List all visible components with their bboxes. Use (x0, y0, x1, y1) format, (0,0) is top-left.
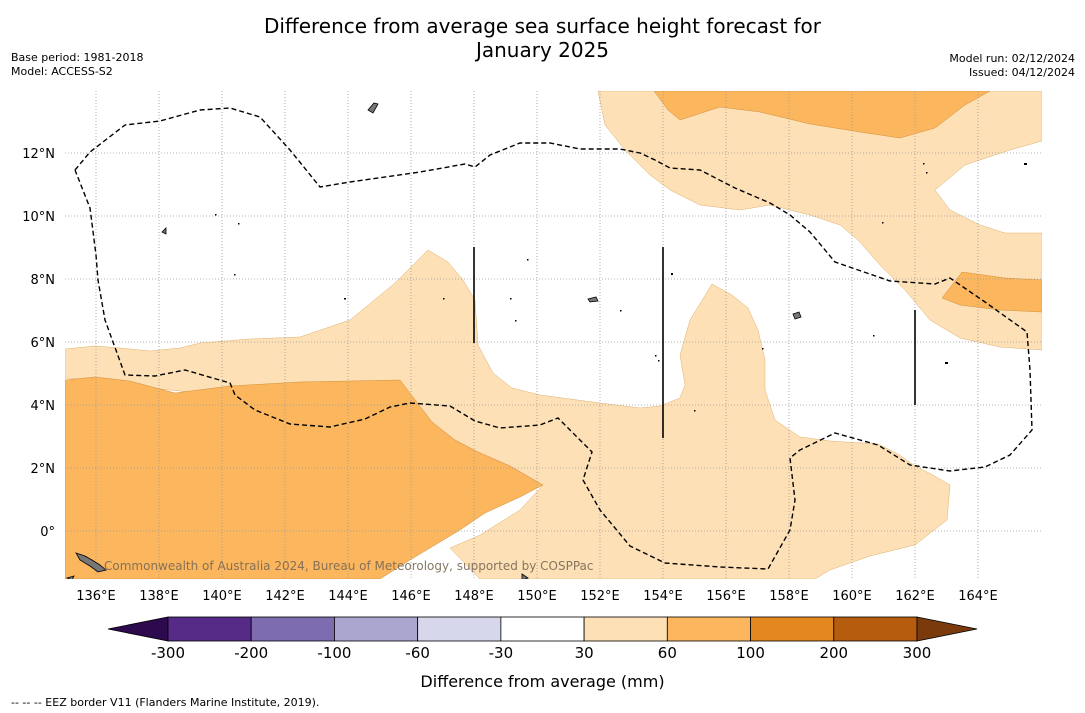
colorbar-tick: 60 (658, 644, 677, 662)
model-info: Base period: 1981-2018 Model: ACCESS-S2 (11, 51, 143, 79)
lat-label: 8°N (31, 273, 56, 288)
lat-label: 2°N (31, 462, 56, 477)
colorbar-tick-labels: -300 -200 -100 -60 -30 30 60 100 200 300 (151, 644, 931, 662)
title-line-2: January 2025 (475, 38, 610, 62)
lon-label: 162°E (895, 589, 935, 604)
colorbar-segment (833, 616, 918, 642)
contour-60-100 (65, 376, 544, 579)
colorbar-segment (750, 616, 835, 642)
lon-label: 152°E (580, 589, 620, 604)
map-plot-area: Commonwealth of Australia 2024, Bureau o… (65, 91, 1042, 579)
colorbar-segment (666, 616, 751, 642)
colorbar-tick: -300 (151, 644, 185, 662)
colorbar-segment (500, 616, 585, 642)
lon-label: 144°E (328, 589, 368, 604)
contour-30-60-north (597, 91, 1042, 351)
lon-label: 160°E (832, 589, 872, 604)
colorbar-tick: -60 (405, 644, 430, 662)
islands (65, 102, 802, 579)
colorbar-segment (583, 616, 668, 642)
base-period: Base period: 1981-2018 (11, 51, 144, 64)
lat-label: 4°N (31, 399, 56, 414)
colorbar-tick: -200 (234, 644, 268, 662)
lon-label: 164°E (958, 589, 998, 604)
lat-label: 12°N (22, 147, 55, 162)
lon-label: 146°E (391, 589, 431, 604)
colorbar-tick: 200 (819, 644, 848, 662)
colorbar-segment (167, 616, 252, 642)
lat-label: 6°N (31, 336, 56, 351)
colorbar-tick: -30 (489, 644, 514, 662)
copyright-notice: Commonwealth of Australia 2024, Bureau o… (104, 559, 594, 573)
lon-label: 150°E (517, 589, 557, 604)
colorbar-tick: -100 (317, 644, 351, 662)
colorbar-extend-low (107, 616, 169, 642)
model-name: Model: ACCESS-S2 (11, 65, 113, 78)
issued-date: Issued: 04/12/2024 (968, 66, 1075, 79)
lon-label: 148°E (454, 589, 494, 604)
lon-label: 154°E (643, 589, 683, 604)
colorbar-segment (417, 616, 502, 642)
title-line-1: Difference from average sea surface heig… (263, 14, 822, 38)
atolls (215, 163, 1027, 412)
colorbar-segment (250, 616, 335, 642)
run-info: Model run: 02/12/2024 Issued: 04/12/2024 (949, 52, 1075, 80)
longitude-labels: 136°E 138°E 140°E 142°E 144°E 146°E 148°E 150°E… (76, 589, 998, 604)
contour-60-100-east (941, 271, 1042, 313)
colorbar-tick: 300 (903, 644, 932, 662)
map-title: Difference from average sea surface heig… (0, 14, 1085, 62)
lon-label: 156°E (706, 589, 746, 604)
lat-label: 10°N (22, 210, 55, 225)
contour-60-100-north (653, 91, 991, 139)
lon-label: 142°E (265, 589, 305, 604)
latitude-labels: 12°N 10°N 8°N 6°N 4°N 2°N 0° (22, 147, 55, 540)
eez-footnote: -- -- -- EEZ border V11 (Flanders Marine… (11, 696, 320, 709)
lon-label: 140°E (202, 589, 242, 604)
colorbar-tick: 100 (736, 644, 765, 662)
eez-border (74, 107, 1033, 570)
colorbar-segment (334, 616, 419, 642)
lon-label: 158°E (769, 589, 809, 604)
colorbar (107, 616, 978, 642)
colorbar-extend-high (916, 616, 978, 642)
colorbar-label: Difference from average (mm) (420, 672, 665, 691)
lon-label: 136°E (76, 589, 116, 604)
colorbar-tick: 30 (575, 644, 594, 662)
model-run: Model run: 02/12/2024 (949, 52, 1075, 65)
lon-label: 138°E (139, 589, 179, 604)
lat-label: 0° (40, 525, 55, 540)
